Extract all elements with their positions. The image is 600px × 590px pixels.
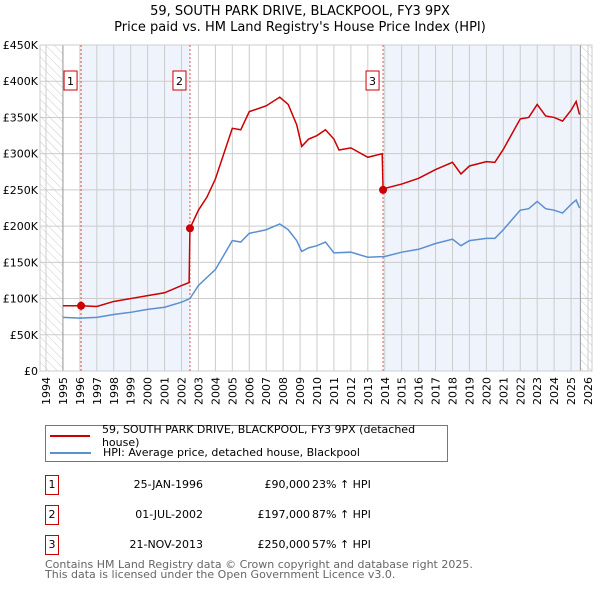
shaded-period: [383, 45, 581, 371]
x-tick-label: 2000: [142, 377, 155, 405]
x-tick-label: 2018: [447, 377, 460, 405]
plot-border: [39, 44, 593, 372]
sale-label: 1: [67, 75, 74, 88]
sale-hpi: 23% ↑ HPI: [312, 478, 371, 491]
sale-point: [379, 185, 388, 194]
sale-point: [77, 301, 86, 310]
chart-subtitle: Price paid vs. HM Land Registry's House …: [114, 20, 486, 35]
x-tick-label: 2016: [413, 377, 426, 405]
y-tick-label: £300K: [3, 148, 39, 161]
x-tick-label: 1996: [74, 377, 87, 405]
x-tick-label: 2002: [176, 377, 189, 405]
sale-label-box: [63, 70, 78, 91]
x-tick-label: 2012: [345, 377, 358, 405]
sale-hpi: 87% ↑ HPI: [312, 508, 371, 521]
chart-title: 59, SOUTH PARK DRIVE, BLACKPOOL, FY3 9PX: [150, 4, 450, 19]
sale-row: 1 25-JAN-1996 £90,000 23% ↑ HPI: [45, 475, 445, 495]
x-tick-label: 1997: [91, 377, 104, 405]
x-tick-label: 2023: [531, 377, 544, 405]
x-tick-label: 2011: [328, 377, 341, 405]
footer: Contains HM Land Registry data © Crown c…: [45, 558, 473, 581]
hatched-region: [40, 45, 63, 371]
x-tick-label: 1998: [108, 377, 121, 405]
legend-item-hpi: HPI: Average price, detached house, Blac…: [50, 444, 360, 461]
sale-label-box: [365, 70, 380, 91]
x-tick-label: 2008: [277, 377, 290, 405]
y-tick-label: £350K: [3, 111, 39, 124]
legend-label: HPI: Average price, detached house, Blac…: [103, 446, 360, 459]
x-tick-label: 2010: [311, 377, 324, 405]
x-tick-label: 2021: [497, 377, 510, 405]
sale-date: 01-JUL-2002: [135, 508, 203, 521]
x-tick-label: 2020: [480, 377, 493, 405]
hatched-region: [580, 45, 592, 371]
footer-line: This data is licensed under the Open Gov…: [45, 568, 396, 581]
x-tick-label: 2005: [226, 377, 239, 405]
x-tick-label: 2025: [565, 377, 578, 405]
x-tick-label: 2004: [209, 377, 222, 405]
legend: 59, SOUTH PARK DRIVE, BLACKPOOL, FY3 9PX…: [45, 423, 448, 462]
x-tick-label: 2003: [192, 377, 205, 405]
x-tick-label: 2017: [430, 377, 443, 405]
sale-date: 25-JAN-1996: [133, 478, 203, 491]
legend-swatch-red: [50, 434, 90, 437]
y-tick-label: £0: [24, 365, 38, 378]
x-tick-label: 2022: [514, 377, 527, 405]
sale-date: 21-NOV-2013: [129, 538, 203, 551]
sale-label: 2: [176, 75, 183, 88]
sale-marker-box: 3: [45, 535, 59, 555]
y-tick-label: £400K: [3, 75, 39, 88]
footer-line: Contains HM Land Registry data © Crown c…: [45, 558, 473, 571]
x-tick-label: 1999: [125, 377, 138, 405]
sale-marker-box: 2: [45, 505, 59, 525]
sale-price: £197,000: [257, 508, 311, 521]
x-tick-label: 2009: [294, 377, 307, 405]
shaded-period: [81, 45, 190, 371]
series-line: [62, 198, 581, 319]
y-tick-label: £250K: [3, 184, 39, 197]
sale-price: £250,000: [257, 538, 311, 551]
legend-swatch-blue: [50, 451, 91, 454]
series-line: [62, 96, 581, 308]
x-tick-label: 2024: [548, 377, 561, 405]
sale-row: 3 21-NOV-2013 £250,000 57% ↑ HPI: [45, 535, 445, 555]
x-tick-label: 1995: [57, 377, 70, 405]
sale-marker-box: 1: [45, 475, 59, 495]
x-tick-label: 2001: [159, 377, 172, 405]
legend-label: 59, SOUTH PARK DRIVE, BLACKPOOL, FY3 9PX…: [101, 422, 416, 449]
x-tick-label: 2026: [582, 377, 595, 405]
x-tick-label: 1994: [40, 377, 53, 405]
legend-item-property: 59, SOUTH PARK DRIVE, BLACKPOOL, FY3 9PX…: [50, 423, 447, 449]
x-tick-label: 2006: [243, 377, 256, 405]
x-tick-label: 2013: [362, 377, 375, 405]
y-tick-label: £200K: [3, 220, 39, 233]
x-tick-label: 2007: [260, 377, 273, 405]
sale-row: 2 01-JUL-2002 £197,000 87% ↑ HPI: [45, 505, 445, 525]
x-tick-label: 2019: [463, 377, 476, 405]
sale-label: 3: [369, 75, 376, 88]
y-tick-label: £50K: [10, 329, 39, 342]
price-chart: 1994 1995 1996 1997 1998 1999 2000 2001 2002 2003…: [3, 39, 595, 405]
sale-label-box: [172, 70, 187, 91]
y-tick-label: £450K: [3, 39, 39, 52]
x-tick-label: 2015: [396, 377, 409, 405]
sale-point: [185, 224, 194, 233]
sale-price: £90,000: [264, 478, 311, 491]
y-tick-label: £150K: [3, 256, 39, 269]
y-tick-label: £100K: [3, 293, 39, 306]
sale-hpi: 57% ↑ HPI: [312, 538, 371, 551]
x-tick-label: 2014: [379, 377, 392, 405]
